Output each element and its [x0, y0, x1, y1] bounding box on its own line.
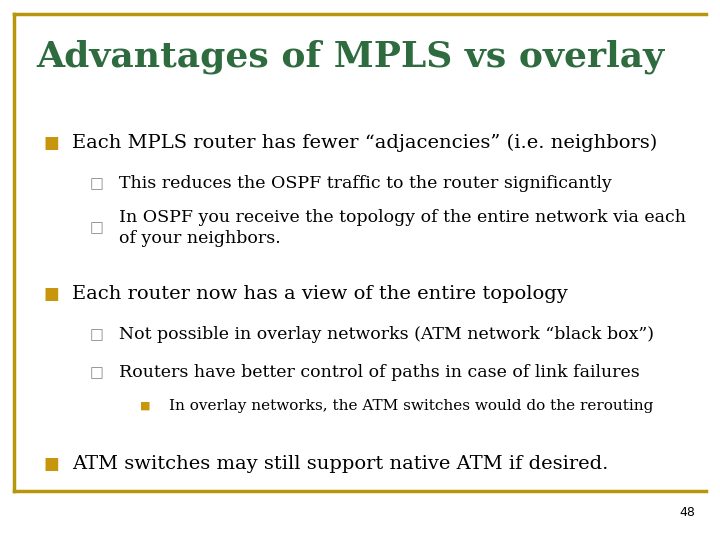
Text: In overlay networks, the ATM switches would do the rerouting: In overlay networks, the ATM switches wo… [169, 399, 654, 413]
Text: ■: ■ [43, 285, 59, 303]
Text: Routers have better control of paths in case of link failures: Routers have better control of paths in … [119, 364, 639, 381]
Text: 48: 48 [679, 507, 695, 519]
Text: ■: ■ [43, 134, 59, 152]
Text: □: □ [90, 327, 104, 342]
Text: ■: ■ [140, 401, 151, 411]
Text: ■: ■ [43, 455, 59, 474]
Text: Each router now has a view of the entire topology: Each router now has a view of the entire… [72, 285, 568, 303]
Text: □: □ [90, 176, 104, 191]
Text: In OSPF you receive the topology of the entire network via each
of your neighbor: In OSPF you receive the topology of the … [119, 208, 685, 247]
Text: ATM switches may still support native ATM if desired.: ATM switches may still support native AT… [72, 455, 608, 474]
Text: □: □ [90, 365, 104, 380]
Text: Advantages of MPLS vs overlay: Advantages of MPLS vs overlay [36, 39, 664, 74]
Text: Each MPLS router has fewer “adjacencies” (i.e. neighbors): Each MPLS router has fewer “adjacencies”… [72, 134, 657, 152]
Text: This reduces the OSPF traffic to the router significantly: This reduces the OSPF traffic to the rou… [119, 175, 612, 192]
Text: Not possible in overlay networks (ATM network “black box”): Not possible in overlay networks (ATM ne… [119, 326, 654, 343]
Text: □: □ [90, 220, 104, 235]
